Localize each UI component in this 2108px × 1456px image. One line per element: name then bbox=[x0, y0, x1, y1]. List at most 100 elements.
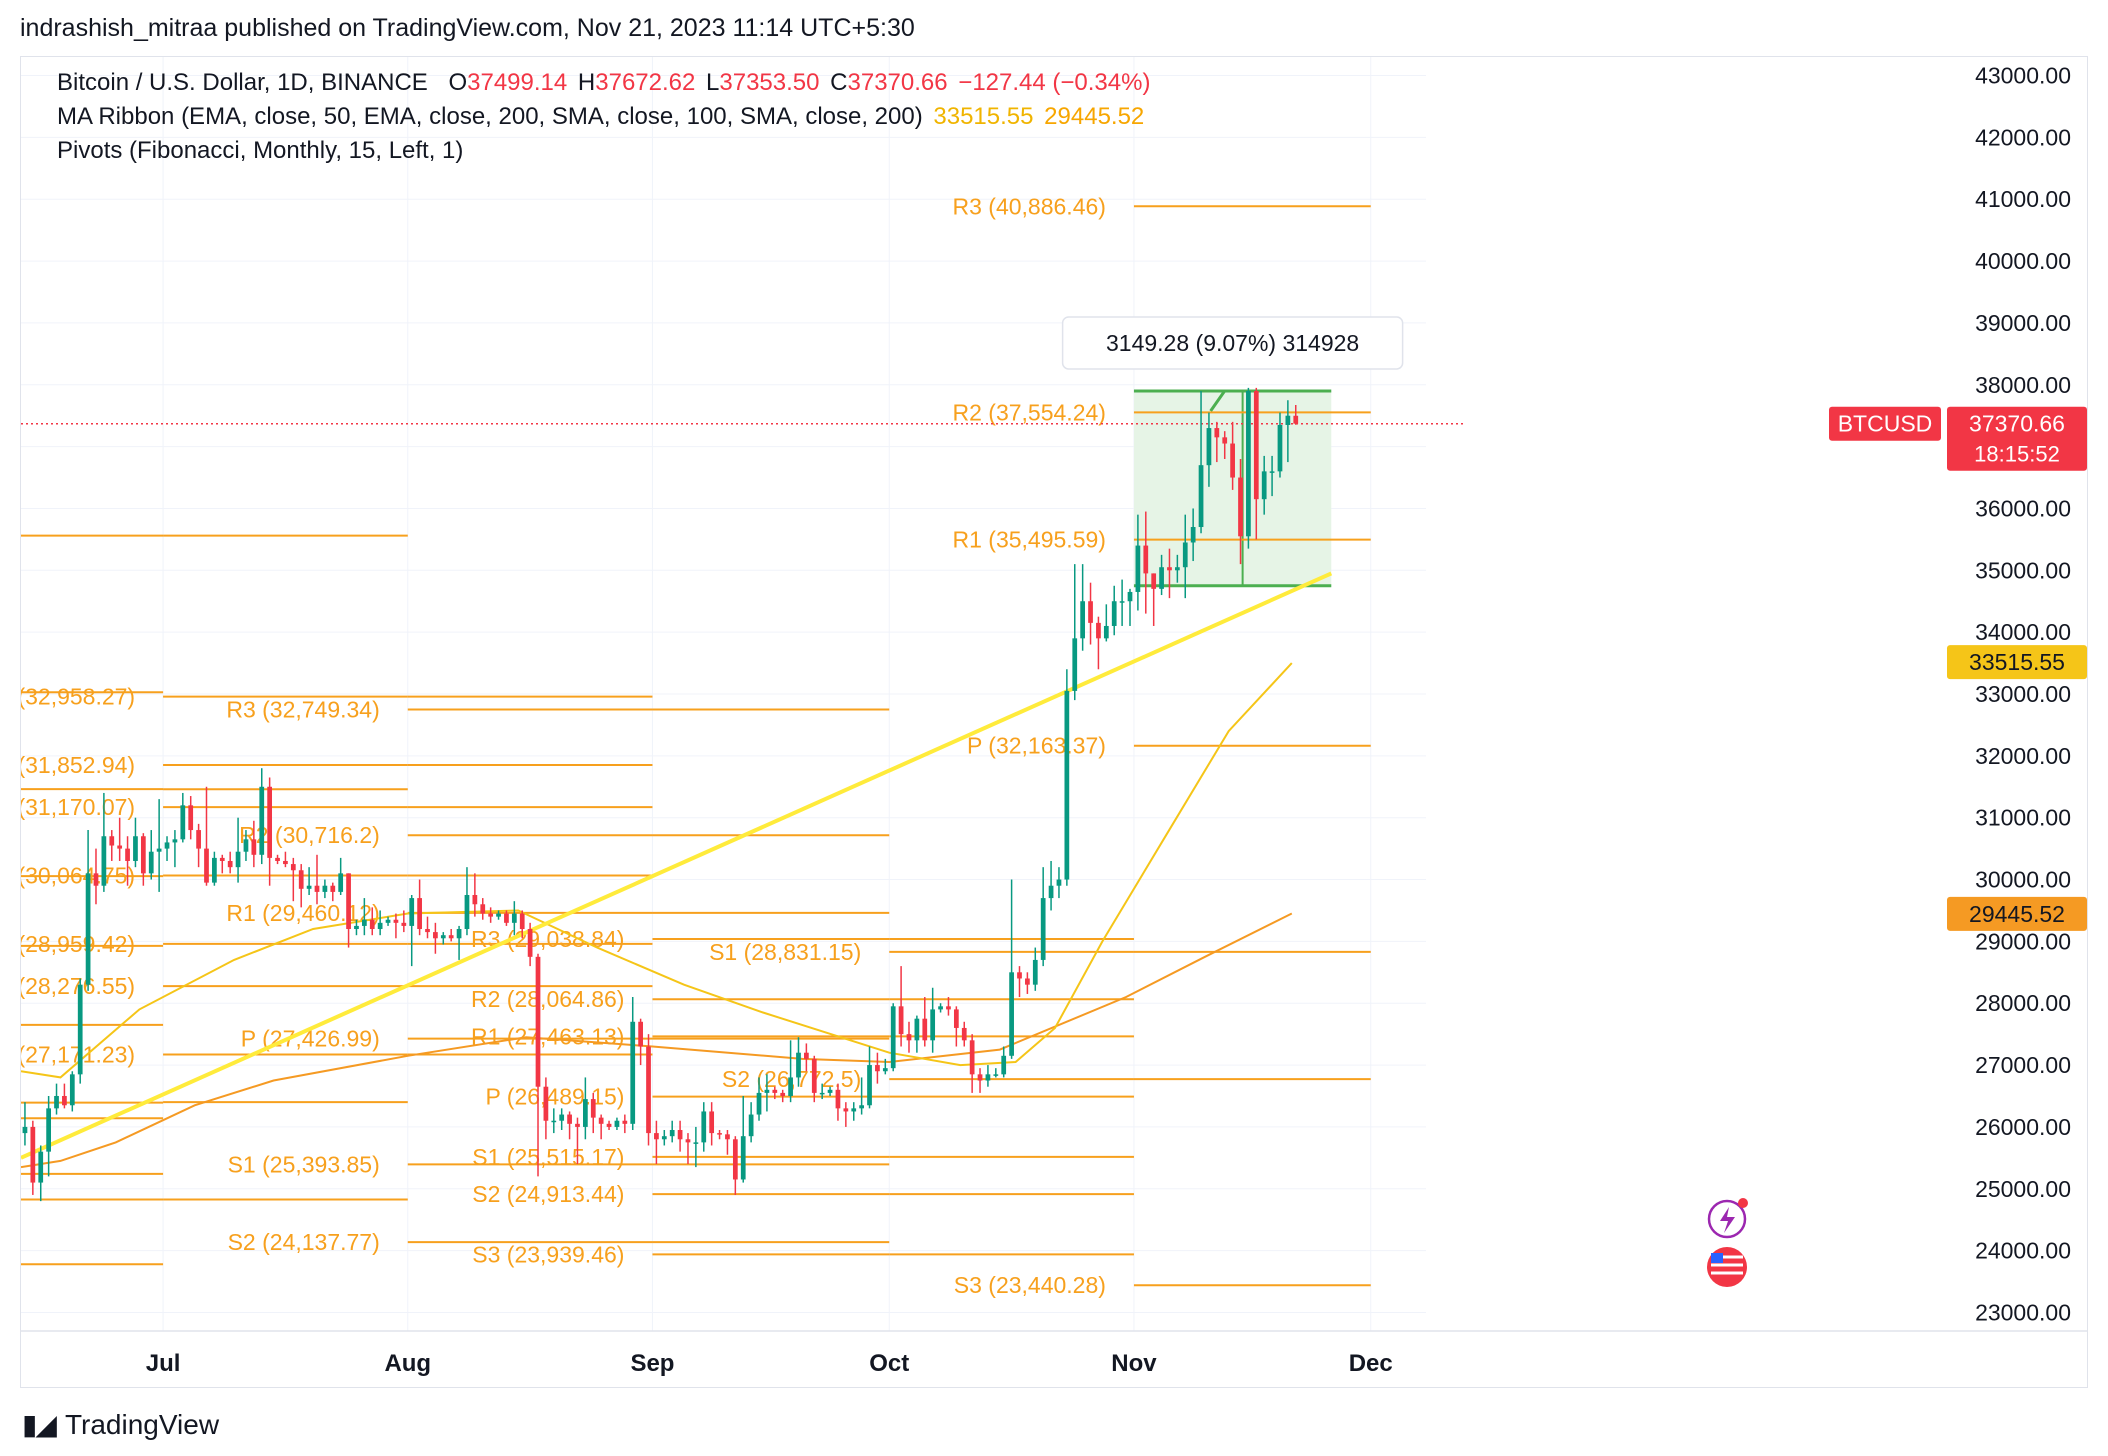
candle bbox=[125, 836, 130, 886]
candle-body bbox=[196, 830, 201, 849]
candle-body bbox=[1159, 567, 1164, 589]
ma-price-tag: 33515.55 bbox=[1947, 645, 2087, 680]
y-tick-label: 40000.00 bbox=[1975, 248, 2071, 274]
candle-body bbox=[740, 1136, 746, 1180]
candle bbox=[433, 922, 438, 954]
pivot-level-label: R2 (28,064.86) bbox=[471, 986, 624, 1012]
candle-body bbox=[1167, 567, 1172, 571]
candle bbox=[906, 1021, 912, 1053]
candle bbox=[393, 913, 399, 939]
candle bbox=[748, 1102, 754, 1143]
candle-body bbox=[882, 1068, 888, 1072]
pivot-level-label: S2 (24,913.44) bbox=[472, 1181, 624, 1207]
candle bbox=[732, 1136, 738, 1195]
candle bbox=[46, 1095, 51, 1177]
legend-pivots[interactable]: Pivots (Fibonacci, Monthly, 15, Left, 1) bbox=[57, 137, 467, 165]
candle bbox=[709, 1102, 715, 1146]
pivot-level-label: S1 (28,959.42) bbox=[21, 931, 135, 957]
candle bbox=[1174, 554, 1180, 583]
candle-body bbox=[622, 1120, 628, 1124]
candle bbox=[133, 817, 138, 868]
candle bbox=[369, 907, 375, 936]
pivot-level-label: S1 (28,831.15) bbox=[709, 939, 861, 965]
candle-body bbox=[1048, 885, 1054, 899]
trendline bbox=[21, 571, 1333, 1160]
candle bbox=[1009, 879, 1014, 1059]
candle bbox=[62, 1083, 67, 1109]
candle-body bbox=[756, 1092, 762, 1115]
candle-body bbox=[117, 845, 123, 849]
candle bbox=[1088, 582, 1093, 645]
candle-body bbox=[1040, 898, 1046, 960]
candle bbox=[85, 830, 91, 991]
pivot-level-label: P (32,163.37) bbox=[967, 733, 1106, 759]
chart-panel[interactable]: 3149.28 (9.07%) 314928R3 (35,561.75)R2 (… bbox=[20, 56, 2088, 1388]
candle-body bbox=[54, 1095, 59, 1109]
candle-body bbox=[62, 1095, 67, 1106]
candle-body bbox=[1119, 601, 1125, 603]
candle-body bbox=[101, 836, 107, 886]
candle bbox=[1025, 972, 1030, 994]
candle-body bbox=[385, 919, 391, 923]
candle-body bbox=[1056, 879, 1062, 886]
candle bbox=[425, 916, 430, 939]
candle bbox=[622, 1114, 628, 1134]
candle-body bbox=[661, 1136, 667, 1140]
candle bbox=[267, 777, 273, 886]
legend-symbol[interactable]: Bitcoin / U.S. Dollar, 1D, BINANCE bbox=[57, 69, 428, 96]
candle bbox=[519, 910, 525, 939]
y-tick-label: 36000.00 bbox=[1975, 495, 2071, 521]
candle-body bbox=[709, 1111, 715, 1134]
x-tick-label: Sep bbox=[630, 1350, 674, 1377]
candle bbox=[796, 1037, 801, 1087]
legend-ma-ribbon[interactable]: MA Ribbon (EMA, close, 50, EMA, close, 2… bbox=[57, 103, 1148, 131]
candle bbox=[598, 1114, 604, 1140]
candle bbox=[1269, 455, 1275, 497]
candle bbox=[346, 873, 351, 948]
chart-svg[interactable]: 3149.28 (9.07%) 314928R3 (35,561.75)R2 (… bbox=[21, 57, 2087, 1387]
candle bbox=[77, 978, 83, 1084]
candle bbox=[472, 873, 478, 917]
candle-body bbox=[156, 848, 162, 852]
candle-body bbox=[693, 1142, 699, 1144]
candle bbox=[851, 1102, 857, 1121]
candle-body bbox=[827, 1089, 833, 1093]
candle-body bbox=[1072, 638, 1078, 691]
candle bbox=[1096, 616, 1101, 670]
legend-open: 37499.14 bbox=[467, 69, 568, 96]
candle-body bbox=[283, 860, 288, 865]
legend-ma-value-2: 29445.52 bbox=[1044, 103, 1145, 130]
candle-body bbox=[109, 836, 115, 846]
candle bbox=[251, 820, 257, 868]
candle bbox=[693, 1126, 699, 1168]
lightning-icon-glyph bbox=[1720, 1207, 1735, 1233]
candle-body bbox=[1151, 573, 1157, 589]
candle bbox=[385, 916, 391, 926]
candle-body bbox=[369, 919, 375, 930]
candle bbox=[969, 1034, 975, 1093]
symbol-tag-label: BTCUSD bbox=[1838, 411, 1933, 437]
legend-symbol-line: Bitcoin / U.S. Dollar, 1D, BINANCE O3749… bbox=[57, 69, 1154, 97]
candle-body bbox=[77, 984, 83, 1075]
candle-body bbox=[906, 1034, 912, 1041]
footer-brand[interactable]: ▮◢ TradingView bbox=[22, 1408, 219, 1441]
candle-body bbox=[1103, 625, 1109, 639]
candle bbox=[882, 1058, 888, 1075]
publisher-line: indrashish_mitraa published on TradingVi… bbox=[20, 14, 915, 42]
pivot-level-label: P (30,064.75) bbox=[21, 863, 135, 889]
pivot-level-label: R2 (31,852.94) bbox=[21, 752, 135, 778]
measure-arrow-head bbox=[1209, 389, 1243, 412]
candle-body bbox=[535, 956, 541, 1087]
candle bbox=[661, 1130, 667, 1146]
pivot-level-label: R3 (40,886.46) bbox=[953, 193, 1106, 219]
candle bbox=[22, 1102, 28, 1146]
candle bbox=[1261, 455, 1267, 515]
last-price-tag: 37370.66 18:15:52 bbox=[1947, 406, 2087, 471]
candle-body bbox=[354, 925, 359, 930]
ma-price-tag-box bbox=[1947, 896, 2087, 931]
candle bbox=[409, 894, 415, 967]
candle bbox=[69, 1071, 75, 1112]
candle-body bbox=[575, 1123, 580, 1127]
candle bbox=[875, 1052, 880, 1084]
candle-body bbox=[953, 1009, 959, 1028]
